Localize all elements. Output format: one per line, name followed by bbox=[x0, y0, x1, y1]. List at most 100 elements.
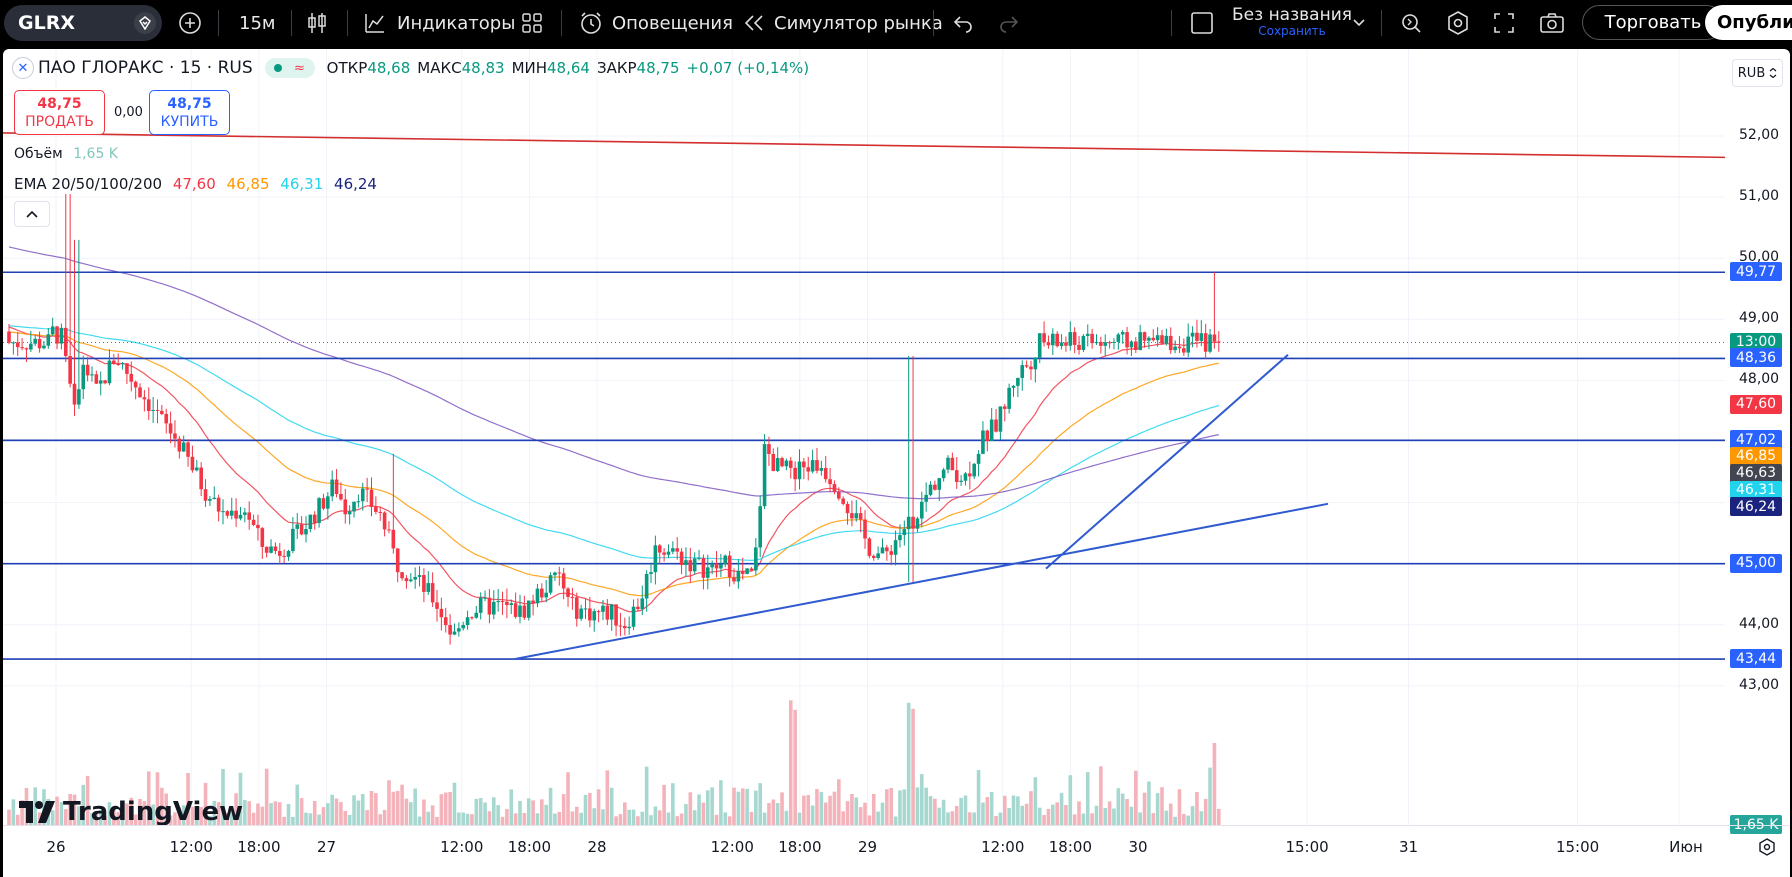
chart-legend: ✕ ПАО ГЛОРАКС · 15 · RUS ≈ ОТКР 48,68 МАК… bbox=[12, 57, 809, 79]
candle bbox=[1212, 272, 1217, 349]
candle bbox=[788, 456, 793, 479]
volume-bar bbox=[378, 814, 383, 825]
redo-icon[interactable] bbox=[998, 0, 1020, 46]
volume-bar bbox=[570, 811, 575, 825]
volume-bar bbox=[142, 801, 147, 825]
candle-body bbox=[369, 489, 374, 507]
volume-bar bbox=[688, 792, 693, 825]
volume-bar bbox=[291, 816, 295, 825]
candle-body bbox=[234, 510, 238, 519]
candle-body bbox=[697, 557, 701, 559]
symbol-title[interactable]: ПАО ГЛОРАКС · 15 · RUS bbox=[38, 58, 253, 78]
market-status-badge[interactable]: ≈ bbox=[264, 58, 315, 78]
volume-bar bbox=[138, 798, 142, 825]
time-axis[interactable]: 26 12:00 18:00 27 12:00 18:00 28 12:00 18:00 29 12… bbox=[3, 825, 1790, 877]
candle bbox=[649, 562, 653, 584]
candle-body bbox=[295, 524, 300, 529]
buy-button[interactable]: 48,75 КУПИТЬ bbox=[149, 90, 230, 135]
collapse-legend-button[interactable] bbox=[14, 201, 50, 227]
templates-icon[interactable] bbox=[520, 0, 544, 46]
volume-legend[interactable]: Объём 1,65 K bbox=[14, 146, 118, 162]
currency-selector[interactable]: RUB bbox=[1732, 59, 1783, 87]
quick-search-icon[interactable] bbox=[1398, 0, 1424, 46]
symbol-search-button[interactable]: GLRX bbox=[4, 5, 162, 41]
volume-bar bbox=[1094, 805, 1099, 825]
candle bbox=[889, 544, 894, 566]
candle bbox=[937, 477, 942, 501]
candle bbox=[1081, 334, 1086, 353]
volume-value: 1,65 K bbox=[73, 146, 118, 162]
sell-button[interactable]: 48,75 ПРОДАТЬ bbox=[14, 90, 105, 135]
volume-bar bbox=[203, 782, 208, 825]
candle-body bbox=[671, 548, 675, 552]
candle bbox=[605, 599, 610, 626]
chevron-down-icon[interactable] bbox=[1352, 0, 1366, 46]
toolbar-divider bbox=[1381, 10, 1382, 36]
candle-body bbox=[972, 463, 977, 477]
candle-body bbox=[138, 387, 142, 398]
undo-icon[interactable] bbox=[952, 0, 974, 46]
candle-body bbox=[343, 499, 348, 515]
interval-button[interactable]: 15м bbox=[239, 12, 276, 34]
candle-body bbox=[531, 600, 535, 604]
candle bbox=[400, 571, 404, 581]
symbol-name: GLRX bbox=[18, 12, 75, 34]
symbol-search-icon[interactable] bbox=[134, 12, 156, 34]
candle bbox=[924, 482, 928, 512]
candle bbox=[1216, 331, 1221, 352]
candle bbox=[906, 355, 911, 583]
volume-bar bbox=[1037, 807, 1042, 825]
candle bbox=[531, 594, 535, 616]
candle bbox=[684, 547, 688, 577]
buy-price: 48,75 bbox=[167, 95, 212, 112]
save-link[interactable]: Сохранить bbox=[1258, 24, 1326, 38]
snapshot-icon[interactable] bbox=[1539, 0, 1565, 46]
candle-body bbox=[50, 326, 55, 335]
candle bbox=[321, 493, 326, 511]
candle bbox=[487, 589, 492, 624]
fullscreen-icon[interactable] bbox=[1492, 0, 1516, 46]
add-symbol-icon[interactable] bbox=[178, 0, 202, 46]
volume-bar bbox=[1164, 810, 1169, 825]
chart-canvas[interactable] bbox=[3, 49, 1790, 877]
candle bbox=[81, 355, 86, 400]
layout-icon[interactable] bbox=[1190, 0, 1214, 46]
candle-body bbox=[727, 555, 732, 578]
price-axis[interactable]: RUB 52,00 51,00 50,00 49,00 48,00 44,00 43,00 … bbox=[1725, 49, 1790, 834]
candle bbox=[636, 598, 640, 612]
symbol-logo-icon[interactable]: ✕ bbox=[12, 57, 34, 79]
volume-bar bbox=[133, 814, 138, 825]
candle bbox=[692, 552, 697, 575]
candle bbox=[330, 470, 334, 502]
candle bbox=[566, 587, 570, 607]
candles-icon[interactable] bbox=[306, 0, 328, 46]
low-value: 48,64 bbox=[547, 59, 590, 77]
tradingview-logo[interactable]: TradingView bbox=[19, 797, 243, 827]
symbol-legend-row: ✕ ПАО ГЛОРАКС · 15 · RUS ≈ ОТКР 48,68 МАК… bbox=[12, 57, 809, 79]
alerts-button[interactable]: Оповещения bbox=[578, 0, 733, 46]
candle-body bbox=[570, 596, 575, 598]
trade-button[interactable]: Торговать bbox=[1582, 5, 1724, 40]
indicators-button[interactable]: Индикаторы bbox=[363, 0, 515, 46]
layout-name-button[interactable]: Без названия Сохранить bbox=[1232, 5, 1352, 41]
candle bbox=[797, 449, 802, 490]
candle bbox=[867, 537, 872, 559]
ema-legend[interactable]: EMA 20/50/100/200 47,60 46,85 46,31 46,2… bbox=[14, 175, 377, 193]
axis-settings-icon[interactable] bbox=[1758, 838, 1776, 860]
candle-body bbox=[583, 608, 588, 610]
replay-button[interactable]: Симулятор рынка bbox=[742, 0, 943, 46]
volume-bar bbox=[312, 801, 317, 825]
publish-button[interactable]: Опубликовать bbox=[1705, 5, 1792, 40]
volume-bar bbox=[749, 811, 754, 825]
open-value: 48,68 bbox=[367, 59, 411, 77]
chart-panel[interactable]: ✕ ПАО ГЛОРАКС · 15 · RUS ≈ ОТКР 48,68 МАК… bbox=[3, 49, 1790, 877]
candle bbox=[146, 387, 151, 420]
candle bbox=[291, 517, 295, 554]
candle-body bbox=[618, 625, 623, 627]
settings-icon[interactable] bbox=[1445, 0, 1471, 46]
candle bbox=[1077, 335, 1081, 355]
candle-body bbox=[574, 597, 579, 619]
candle-body bbox=[553, 572, 557, 576]
volume-bar bbox=[470, 814, 474, 825]
volume-bar bbox=[478, 798, 483, 825]
